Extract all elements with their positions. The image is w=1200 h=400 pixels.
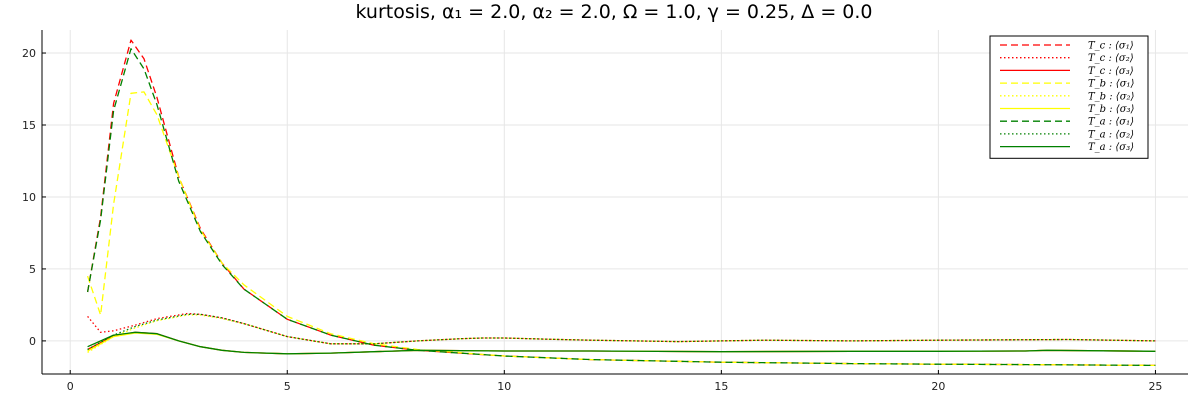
series-line-4 <box>86 91 1156 367</box>
legend-label: T_b : ⟨σ₂⟩ <box>1088 91 1135 102</box>
x-tick-label: 0 <box>67 380 74 393</box>
x-tick-label: 15 <box>714 380 728 393</box>
legend-label: T_c : ⟨σ₂⟩ <box>1088 53 1134 64</box>
x-tick-label: 25 <box>1148 380 1162 393</box>
series-line-2 <box>87 312 1156 345</box>
series-line-7 <box>86 48 1156 367</box>
legend: T_c : ⟨σ₁⟩T_c : ⟨σ₂⟩ T_c : ⟨σ₃⟩ T_b : ⟨σ₁⟩… <box>989 35 1149 159</box>
legend-label: T_c : ⟨σ₁⟩ <box>1088 41 1134 52</box>
chart-title: kurtosis, α₁ = 2.0, α₂ = 2.0, Ω = 1.0, γ… <box>355 1 872 23</box>
axes <box>41 30 1188 375</box>
legend-box <box>989 35 1149 159</box>
x-tick-label: 10 <box>497 380 511 393</box>
x-tick-label: 5 <box>284 380 291 393</box>
y-tick-label: 15 <box>22 119 36 132</box>
x-tick-label: 20 <box>931 380 945 393</box>
y-tick-label: 20 <box>22 47 36 60</box>
y-tick-label: 5 <box>29 263 36 276</box>
legend-label: T_a : ⟨σ₃⟩ <box>1088 142 1134 153</box>
legend-label: T_b : ⟨σ₃⟩ <box>1088 104 1135 115</box>
legend-label: T_a : ⟨σ₂⟩ <box>1088 129 1134 140</box>
series-layer <box>86 39 1156 367</box>
legend-label: T_a : ⟨σ₁⟩ <box>1088 117 1134 128</box>
y-tick-label: 10 <box>22 191 36 204</box>
series-line-8 <box>87 313 1156 351</box>
legend-label: T_c : ⟨σ₃⟩ <box>1088 66 1134 77</box>
series-line-5 <box>87 314 1156 353</box>
legend-label: T_b : ⟨σ₁⟩ <box>1088 79 1135 90</box>
y-tick-label: 0 <box>29 335 36 348</box>
series-line-9 <box>87 331 1156 355</box>
tick-labels: 0 5 10 15 20 25 0 5 10 15 20 <box>22 47 1162 393</box>
